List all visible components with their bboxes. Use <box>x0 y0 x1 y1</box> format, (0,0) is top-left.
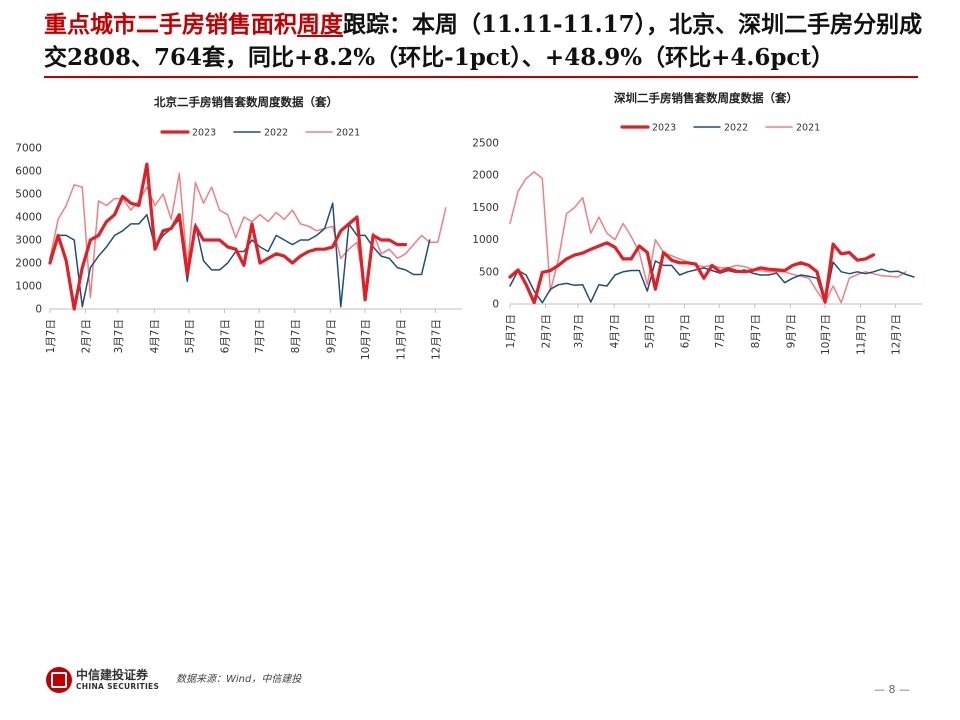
shenzhen-x-tick-label: 12月7日 <box>890 314 902 355</box>
beijing-x-tick-label: 9月7日 <box>325 319 337 353</box>
shenzhen-x-tick-label: 8月7日 <box>750 314 762 348</box>
beijing-series-line-2022 <box>49 202 431 308</box>
shenzhen-legend-label-2022: 2022 <box>724 123 748 134</box>
beijing-y-tick-label: 6000 <box>15 166 42 178</box>
shenzhen-x-tick-label: 1月7日 <box>505 314 517 348</box>
title-divider <box>44 76 918 78</box>
title-highlight: 重点城市二手房销售面积 <box>44 11 297 38</box>
shenzhen-series-line-2021 <box>509 171 907 304</box>
title-highlight-underlined: 周度 <box>297 11 343 38</box>
beijing-x-tick-label: 3月7日 <box>113 319 125 353</box>
page-number: — 8 — <box>874 683 910 696</box>
shenzhen-x-tick-label: 9月7日 <box>785 314 797 348</box>
beijing-x-tick-label: 10月7日 <box>360 319 372 360</box>
beijing-series-line-2023 <box>48 162 408 311</box>
beijing-chart-title: 北京二手房销售套数周度数据（套） <box>154 95 338 109</box>
beijing-series-line-2021 <box>49 172 447 299</box>
title-body: 跟踪：本周（11.11-11.17），北京、深圳二手房分别成交2808、764套… <box>44 11 923 71</box>
logo-text-cn: 中信建投证券 <box>76 668 149 682</box>
company-logo: 中信建投证券 CHINA SECURITIES <box>46 665 166 695</box>
shenzhen-y-tick-label: 2000 <box>472 170 499 182</box>
beijing-x-tick-label: 4月7日 <box>149 319 161 353</box>
beijing-legend-label-2022: 2022 <box>264 128 288 139</box>
shenzhen-y-tick-label: 2500 <box>472 138 499 150</box>
beijing-x-tick-label: 12月7日 <box>430 319 442 360</box>
shenzhen-legend-label-2023: 2023 <box>652 123 676 134</box>
beijing-x-tick-label: 2月7日 <box>81 319 93 353</box>
beijing-legend-label-2023: 2023 <box>192 128 216 139</box>
beijing-y-tick-label: 1000 <box>15 281 42 293</box>
shenzhen-series-line-2023 <box>508 241 876 305</box>
shenzhen-legend-label-2021: 2021 <box>796 123 820 134</box>
shenzhen-x-tick-label: 3月7日 <box>573 314 585 348</box>
shenzhen-x-tick-label: 7月7日 <box>714 314 726 348</box>
shenzhen-chart-title: 深圳二手房销售套数周度数据（套） <box>614 91 798 105</box>
beijing-y-tick-label: 4000 <box>15 212 42 224</box>
beijing-x-tick-label: 8月7日 <box>290 319 302 353</box>
shenzhen-x-tick-label: 6月7日 <box>679 314 691 348</box>
shenzhen-series-line-2022 <box>509 260 915 304</box>
logo-emblem-icon <box>46 667 72 693</box>
shenzhen-y-tick-label: 1500 <box>472 202 499 214</box>
beijing-y-tick-label: 2000 <box>15 258 42 270</box>
beijing-x-tick-label: 1月7日 <box>45 319 57 353</box>
beijing-y-tick-label: 0 <box>35 304 42 316</box>
shenzhen-x-tick-label: 11月7日 <box>856 314 868 355</box>
logo-text-en: CHINA SECURITIES <box>76 682 160 691</box>
shenzhen-y-tick-label: 1000 <box>472 234 499 246</box>
beijing-y-tick-label: 3000 <box>15 235 42 247</box>
beijing-x-tick-label: 6月7日 <box>219 319 231 353</box>
beijing-y-tick-label: 5000 <box>15 189 42 201</box>
beijing-legend-label-2021: 2021 <box>336 128 360 139</box>
slide-title: 重点城市二手房销售面积周度跟踪：本周（11.11-11.17），北京、深圳二手房… <box>44 8 924 74</box>
data-source-note: 数据来源：Wind，中信建投 <box>176 674 302 685</box>
shenzhen-x-tick-label: 2月7日 <box>541 314 553 348</box>
shenzhen-y-tick-label: 500 <box>479 266 499 278</box>
shenzhen-x-tick-label: 10月7日 <box>820 314 832 355</box>
shenzhen-x-tick-label: 4月7日 <box>609 314 621 348</box>
shenzhen-x-tick-label: 5月7日 <box>644 314 656 348</box>
beijing-x-tick-label: 11月7日 <box>396 319 408 360</box>
beijing-x-tick-label: 7月7日 <box>254 319 266 353</box>
shenzhen-y-tick-label: 0 <box>492 299 499 311</box>
beijing-y-tick-label: 7000 <box>15 143 42 155</box>
beijing-x-tick-label: 5月7日 <box>184 319 196 353</box>
